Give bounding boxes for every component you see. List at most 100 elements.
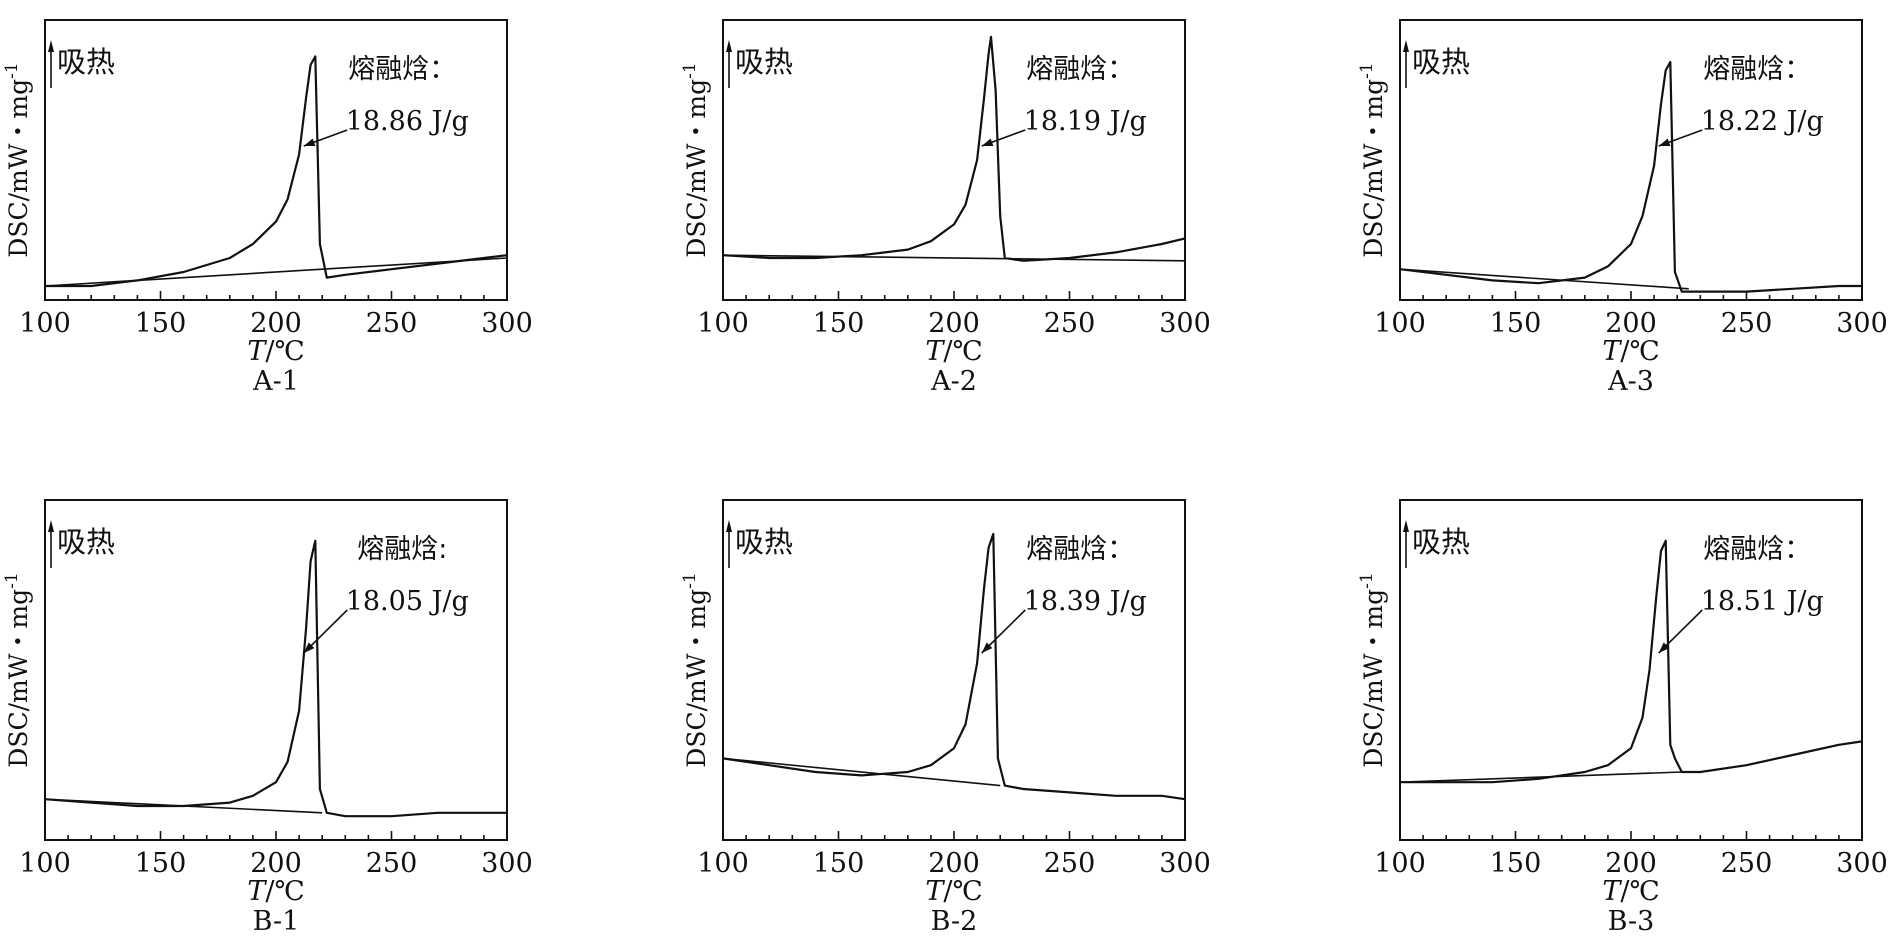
x-axis-title-symbol: T [925, 876, 945, 907]
annotation-value: 18.19 J/g [1024, 106, 1147, 137]
y-axis-title-main: DSC/mW・mg [4, 79, 33, 258]
endotherm-arrow-head [48, 40, 54, 52]
annotation-title: 熔融焓: [357, 534, 447, 565]
y-axis-title-main: DSC/mW・mg [682, 79, 711, 258]
annotation-pointer-head [303, 642, 315, 653]
x-axis-title: T/℃ [1602, 336, 1659, 367]
x-axis-title-unit: /℃ [943, 336, 982, 367]
annotation-value: 18.22 J/g [1701, 106, 1824, 137]
y-axis-title-main: DSC/mW・mg [1359, 79, 1388, 258]
y-axis-title: DSC/mW・mg-1 [1357, 62, 1388, 257]
x-axis-title: T/℃ [247, 876, 304, 907]
y-axis-title-main: DSC/mW・mg [1359, 589, 1388, 768]
panel-label: A-3 [1607, 366, 1654, 397]
integration-baseline [1399, 771, 1682, 783]
x-tick-label: 100 [697, 848, 749, 879]
annotation-title: 熔融焓： [1026, 534, 1134, 565]
y-axis-title-superscript: -1 [1357, 572, 1377, 589]
annotation-pointer-head [981, 138, 994, 146]
annotation-value: 18.39 J/g [1024, 586, 1147, 617]
x-tick-label: 100 [19, 308, 71, 339]
integration-baseline [1399, 268, 1689, 290]
panel-label: B-1 [253, 906, 300, 937]
annotation-title: 熔融焓： [1703, 54, 1811, 85]
x-tick-label: 250 [366, 848, 418, 879]
endotherm-arrow-head [726, 520, 732, 532]
annotation-value: 18.05 J/g [346, 586, 469, 617]
x-tick-label: 300 [1159, 848, 1211, 879]
dsc-curve [722, 532, 1186, 801]
y-axis-title: DSC/mW・mg-1 [680, 572, 711, 767]
dsc-curve [1399, 60, 1862, 293]
x-tick-label: 200 [250, 308, 302, 339]
integration-baseline [722, 757, 1001, 787]
x-tick-label: 100 [697, 308, 749, 339]
chart-panel-A-1: 100 150 200 250 300 T/℃A-1 DSC/mW・mg-1 吸热 熔融焓： 18… [2, 19, 533, 397]
chart-panel-B-1: 100 150 200 250 300 T/℃B-1 DSC/mW・mg-1 吸热 熔融焓: 18… [2, 499, 533, 937]
x-tick-label: 200 [250, 848, 302, 879]
y-axis-title: DSC/mW・mg-1 [2, 62, 33, 257]
annotation-pointer-head [1658, 642, 1670, 653]
x-tick-label: 150 [135, 308, 187, 339]
chart-panel-B-2: 100 150 200 250 300 T/℃B-2 DSC/mW・mg-1 吸热 熔融焓： 18… [680, 499, 1211, 937]
integration-baseline [722, 254, 1186, 262]
endotherm-arrow-head [48, 520, 54, 532]
x-axis-title-unit: /℃ [265, 336, 304, 367]
endotherm-arrow-head [1403, 40, 1409, 52]
annotation-title: 熔融焓： [348, 54, 456, 85]
y-axis-title: DSC/mW・mg-1 [2, 572, 33, 767]
x-axis-title-unit: /℃ [943, 876, 982, 907]
x-tick-label: 100 [19, 848, 71, 879]
x-axis-title-symbol: T [1602, 876, 1622, 907]
endotherm-label: 吸热 [1412, 45, 1470, 79]
x-tick-label: 250 [366, 308, 418, 339]
y-axis-title-superscript: -1 [2, 572, 22, 589]
dsc-curve [1400, 539, 1863, 784]
dsc-curve [722, 35, 1186, 262]
annotation-value: 18.51 J/g [1701, 586, 1824, 617]
x-tick-label: 200 [1605, 848, 1657, 879]
x-axis-title: T/℃ [925, 876, 982, 907]
x-axis-title: T/℃ [925, 336, 982, 367]
annotation-title: 熔融焓： [1026, 54, 1134, 85]
x-tick-label: 300 [1159, 308, 1211, 339]
x-tick-label: 300 [481, 308, 533, 339]
annotation-title: 熔融焓： [1703, 534, 1811, 565]
x-axis-title: T/℃ [1602, 876, 1659, 907]
annotation-pointer-head [981, 642, 993, 653]
annotation-pointer-head [303, 138, 316, 146]
panel-label: B-2 [931, 906, 978, 937]
x-axis-title-unit: /℃ [1620, 876, 1659, 907]
x-tick-label: 250 [1044, 848, 1096, 879]
chart-panel-B-3: 100 150 200 250 300 T/℃B-3 DSC/mW・mg-1 吸热 熔融焓： 18… [1357, 499, 1888, 937]
y-axis-title-superscript: -1 [680, 62, 700, 79]
x-tick-label: 250 [1721, 308, 1773, 339]
x-tick-label: 200 [1605, 308, 1657, 339]
x-axis-title: T/℃ [247, 336, 304, 367]
endotherm-label: 吸热 [735, 525, 793, 559]
x-tick-label: 200 [928, 848, 980, 879]
y-axis-title-superscript: -1 [2, 62, 22, 79]
endotherm-label: 吸热 [57, 525, 115, 559]
x-tick-label: 300 [1836, 848, 1888, 879]
x-axis-title-symbol: T [247, 876, 267, 907]
endotherm-label: 吸热 [735, 45, 793, 79]
x-tick-label: 150 [813, 848, 865, 879]
dsc-curve [45, 55, 508, 288]
x-axis-title-unit: /℃ [1620, 336, 1659, 367]
chart-panel-A-3: 100 150 200 250 300 T/℃A-3 DSC/mW・mg-1 吸热 熔融焓： 18… [1357, 19, 1888, 397]
annotation-pointer-head [1658, 138, 1671, 146]
x-tick-label: 200 [928, 308, 980, 339]
dsc-curve [44, 539, 507, 818]
y-axis-title-main: DSC/mW・mg [682, 589, 711, 768]
endotherm-arrow-head [726, 40, 732, 52]
panel-label: B-3 [1608, 906, 1655, 937]
x-tick-label: 100 [1374, 848, 1426, 879]
y-axis-title-superscript: -1 [680, 572, 700, 589]
x-tick-label: 100 [1374, 308, 1426, 339]
x-axis-title-symbol: T [247, 336, 267, 367]
x-axis-title-symbol: T [925, 336, 945, 367]
panel-label: A-2 [930, 366, 977, 397]
y-axis-title: DSC/mW・mg-1 [1357, 572, 1388, 767]
